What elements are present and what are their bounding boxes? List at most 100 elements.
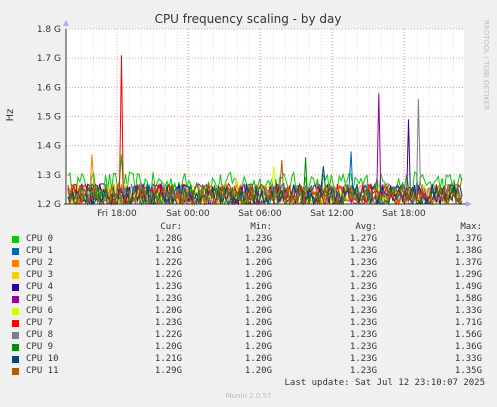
legend-value-avg: 1.23G <box>349 294 377 304</box>
y-axis-label: Hz <box>5 109 16 122</box>
legend-value-min: 1.20G <box>244 270 272 280</box>
legend-swatch <box>12 296 19 303</box>
legend-value-cur: 1.28G <box>154 234 182 244</box>
legend-value-cur: 1.23G <box>154 282 182 292</box>
legend-value-max: 1.71G <box>454 318 482 328</box>
legend-value-avg: 1.27G <box>349 234 377 244</box>
legend-value-avg: 1.23G <box>349 354 377 364</box>
legend-swatch <box>12 320 19 327</box>
legend-value-max: 1.56G <box>454 330 482 340</box>
legend-value-min: 1.20G <box>244 354 272 364</box>
legend-value-max: 1.29G <box>454 270 482 280</box>
legend-value-cur: 1.20G <box>154 342 182 352</box>
grid <box>66 28 464 205</box>
legend-series-name: CPU 11 <box>26 366 59 376</box>
legend-series-name: CPU 5 <box>26 294 54 304</box>
legend-value-avg: 1.23G <box>349 318 377 328</box>
legend-series-name: CPU 6 <box>26 306 54 316</box>
legend-value-max: 1.49G <box>454 282 482 292</box>
legend-row: CPU 3 1.22G 1.20G 1.22G 1.29G <box>12 270 482 282</box>
legend-value-min: 1.20G <box>244 366 272 376</box>
legend-value-min: 1.20G <box>244 330 272 340</box>
legend-value-min: 1.23G <box>244 234 272 244</box>
y-tick-label: 1.7 G <box>37 54 61 64</box>
series-line-cpu-10 <box>67 166 463 206</box>
legend-row: CPU 5 1.23G 1.20G 1.23G 1.58G <box>12 294 482 306</box>
legend-value-max: 1.35G <box>454 366 482 376</box>
rrdtool-credit: RRDTOOL / TOBI OETIKER <box>482 20 490 110</box>
legend-swatch <box>12 356 19 363</box>
y-axis-arrow-icon <box>63 20 69 26</box>
legend-value-cur: 1.22G <box>154 258 182 268</box>
legend-swatch <box>12 260 19 267</box>
legend-value-min: 1.20G <box>244 318 272 328</box>
legend-value-min: 1.20G <box>244 258 272 268</box>
legend-value-min: 1.20G <box>244 294 272 304</box>
legend-series-name: CPU 3 <box>26 270 54 280</box>
legend-row: CPU 0 1.28G 1.23G 1.27G 1.37G <box>12 234 482 246</box>
chart-title: CPU frequency scaling - by day <box>155 12 342 26</box>
chart: CPU frequency scaling - by day Hz RRDTOO… <box>5 12 490 219</box>
x-tick-label: Sat 18:00 <box>382 209 426 219</box>
legend-series-name: CPU 4 <box>26 282 54 292</box>
legend-value-max: 1.58G <box>454 294 482 304</box>
x-axis-arrow-icon <box>466 201 472 207</box>
legend-row: CPU 8 1.22G 1.20G 1.23G 1.56G <box>12 330 482 342</box>
series-lines <box>67 55 463 206</box>
legend-series-name: CPU 0 <box>26 234 54 244</box>
legend-swatch <box>12 284 19 291</box>
last-update: Last update: Sat Jul 12 23:10:07 2025 <box>284 378 485 388</box>
legend-series-name: CPU 8 <box>26 330 54 340</box>
x-tick-label: Fri 18:00 <box>97 209 137 219</box>
legend-value-cur: 1.20G <box>154 306 182 316</box>
legend-value-cur: 1.21G <box>154 354 182 364</box>
header-cur: Cur: <box>160 222 182 232</box>
legend-value-min: 1.20G <box>244 246 272 256</box>
legend-value-avg: 1.22G <box>349 270 377 280</box>
legend-row: CPU 2 1.22G 1.20G 1.23G 1.37G <box>12 258 482 270</box>
legend-swatch <box>12 368 19 375</box>
x-axis: Fri 18:00 Sat 00:00 Sat 06:00 Sat 12:00 Sat … <box>97 209 426 219</box>
legend-value-avg: 1.23G <box>349 366 377 376</box>
legend-row: CPU 9 1.20G 1.20G 1.23G 1.36G <box>12 342 482 354</box>
legend-swatch <box>12 332 19 339</box>
x-tick-label: Sat 12:00 <box>310 209 354 219</box>
legend-series-name: CPU 10 <box>26 354 59 364</box>
legend-value-cur: 1.22G <box>154 270 182 280</box>
legend-series-name: CPU 7 <box>26 318 54 328</box>
legend-value-avg: 1.23G <box>349 330 377 340</box>
legend-value-max: 1.38G <box>454 246 482 256</box>
legend-value-max: 1.33G <box>454 306 482 316</box>
legend-value-max: 1.33G <box>454 354 482 364</box>
legend-value-max: 1.37G <box>454 258 482 268</box>
legend-value-cur: 1.23G <box>154 294 182 304</box>
legend-value-cur: 1.21G <box>154 246 182 256</box>
legend-swatch <box>12 344 19 351</box>
y-axis: 1.2 G 1.3 G 1.4 G 1.5 G 1.6 G 1.7 G 1.8 G <box>37 25 61 210</box>
legend-value-min: 1.20G <box>244 306 272 316</box>
y-tick-label: 1.3 G <box>37 171 61 181</box>
x-tick-label: Sat 00:00 <box>166 209 210 219</box>
legend-series-name: CPU 2 <box>26 258 54 268</box>
legend-header-row: Cur: Min: Avg: Max: <box>12 222 482 234</box>
legend-swatch <box>12 308 19 315</box>
legend-value-avg: 1.23G <box>349 282 377 292</box>
legend-value-min: 1.20G <box>244 342 272 352</box>
series-line-cpu-11 <box>67 160 463 206</box>
legend-value-max: 1.36G <box>454 342 482 352</box>
legend-row: CPU 7 1.23G 1.20G 1.23G 1.71G <box>12 318 482 330</box>
legend-row: CPU 6 1.20G 1.20G 1.23G 1.33G <box>12 306 482 318</box>
y-tick-label: 1.5 G <box>37 113 61 123</box>
legend-swatch <box>12 272 19 279</box>
legend-series-name: CPU 9 <box>26 342 54 352</box>
legend-series-name: CPU 1 <box>26 246 54 256</box>
header-max: Max: <box>460 222 482 232</box>
y-tick-label: 1.4 G <box>37 142 61 152</box>
legend-value-max: 1.37G <box>454 234 482 244</box>
legend-value-avg: 1.23G <box>349 258 377 268</box>
legend-swatch <box>12 248 19 255</box>
legend-value-avg: 1.23G <box>349 306 377 316</box>
legend-swatch <box>12 236 19 243</box>
legend-value-avg: 1.23G <box>349 342 377 352</box>
legend-row: CPU 1 1.21G 1.20G 1.23G 1.38G <box>12 246 482 258</box>
